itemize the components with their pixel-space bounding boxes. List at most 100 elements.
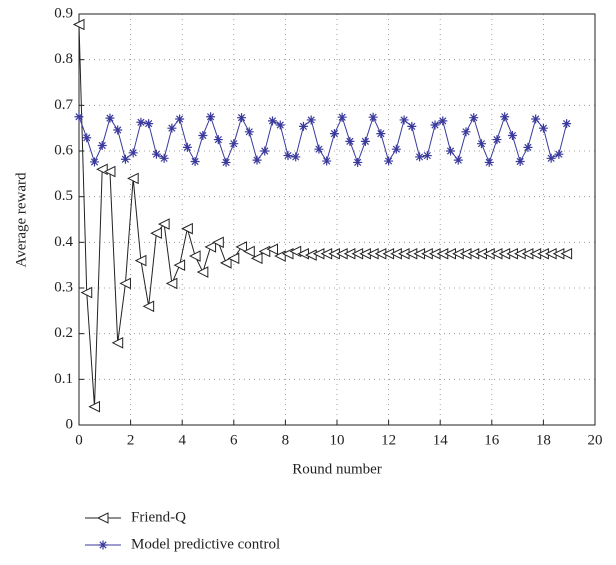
marker: [181, 222, 193, 235]
marker: [134, 254, 147, 267]
marker: [151, 149, 161, 159]
marker: [221, 157, 231, 167]
marker-shape: [244, 127, 254, 137]
x-tick-label: 16: [484, 432, 500, 448]
marker: [391, 144, 401, 154]
y-tick-label: 0.9: [54, 5, 73, 21]
marker: [453, 155, 463, 165]
marker: [103, 165, 116, 178]
marker-shape: [127, 172, 139, 185]
marker: [291, 152, 301, 162]
marker-shape: [546, 153, 556, 163]
marker: [252, 155, 262, 165]
marker-shape: [554, 149, 564, 159]
marker: [250, 252, 263, 265]
marker-shape: [329, 129, 339, 139]
marker-shape: [461, 127, 471, 137]
marker-shape: [229, 139, 239, 149]
x-tick-label: 18: [536, 432, 551, 448]
marker-shape: [384, 156, 394, 166]
marker-shape: [322, 156, 332, 166]
marker-shape: [213, 135, 223, 145]
marker-shape: [560, 247, 573, 260]
marker: [368, 112, 378, 122]
marker: [74, 112, 84, 122]
marker-shape: [453, 155, 463, 165]
marker: [244, 127, 254, 137]
marker-shape: [182, 142, 192, 152]
marker: [376, 129, 386, 139]
marker-shape: [159, 153, 169, 163]
x-axis-label: Round number: [292, 461, 382, 477]
marker-shape: [196, 266, 209, 278]
marker-shape: [96, 512, 109, 524]
marker: [322, 156, 332, 166]
marker: [204, 241, 217, 253]
marker: [235, 241, 248, 253]
marker: [150, 227, 162, 240]
marker: [198, 130, 208, 140]
series-line: [78, 24, 567, 407]
marker: [136, 117, 146, 127]
marker-shape: [337, 112, 347, 122]
marker: [469, 113, 479, 123]
marker-shape: [237, 113, 247, 123]
marker-shape: [376, 129, 386, 139]
marker: [196, 266, 209, 278]
legend-label: Model predictive control: [131, 536, 280, 552]
marker: [415, 152, 425, 162]
marker: [353, 157, 363, 167]
marker-shape: [80, 286, 93, 299]
marker: [128, 148, 138, 158]
marker-shape: [136, 117, 146, 127]
marker: [360, 136, 370, 146]
marker: [167, 123, 177, 133]
marker-shape: [128, 148, 138, 158]
marker: [329, 129, 339, 139]
marker-shape: [190, 157, 200, 167]
marker: [72, 18, 85, 31]
marker-shape: [181, 222, 193, 235]
marker-shape: [268, 116, 277, 126]
marker-shape: [188, 250, 201, 262]
marker-shape: [198, 130, 208, 140]
marker: [554, 149, 564, 159]
marker-shape: [142, 300, 155, 313]
marker: [407, 121, 417, 131]
x-tick-label: 12: [381, 432, 396, 448]
marker-shape: [562, 119, 572, 129]
y-tick-label: 0.2: [54, 325, 73, 341]
x-tick-label: 8: [282, 432, 290, 448]
marker-shape: [88, 400, 100, 413]
y-tick-label: 0.1: [54, 371, 73, 387]
marker-shape: [345, 136, 355, 146]
marker: [165, 277, 178, 290]
marker: [275, 120, 285, 130]
marker-shape: [275, 120, 285, 130]
marker-shape: [89, 157, 99, 167]
marker-shape: [306, 115, 316, 125]
marker-shape: [291, 152, 301, 162]
marker-shape: [219, 257, 232, 269]
marker: [306, 115, 316, 125]
marker: [298, 121, 308, 131]
y-tick-label: 0.7: [54, 97, 73, 113]
marker: [227, 252, 240, 265]
marker-shape: [438, 116, 448, 126]
marker: [476, 139, 486, 149]
marker: [113, 125, 123, 135]
marker-shape: [173, 259, 186, 271]
marker-shape: [151, 149, 161, 159]
marker-shape: [235, 241, 248, 253]
x-tick-label: 10: [330, 432, 345, 448]
marker-shape: [476, 139, 486, 149]
marker-shape: [243, 245, 255, 258]
marker-shape: [82, 133, 92, 143]
marker: [213, 135, 223, 145]
marker: [120, 154, 130, 164]
marker: [159, 153, 169, 163]
marker: [507, 130, 517, 140]
marker: [546, 153, 556, 163]
marker: [461, 127, 471, 137]
